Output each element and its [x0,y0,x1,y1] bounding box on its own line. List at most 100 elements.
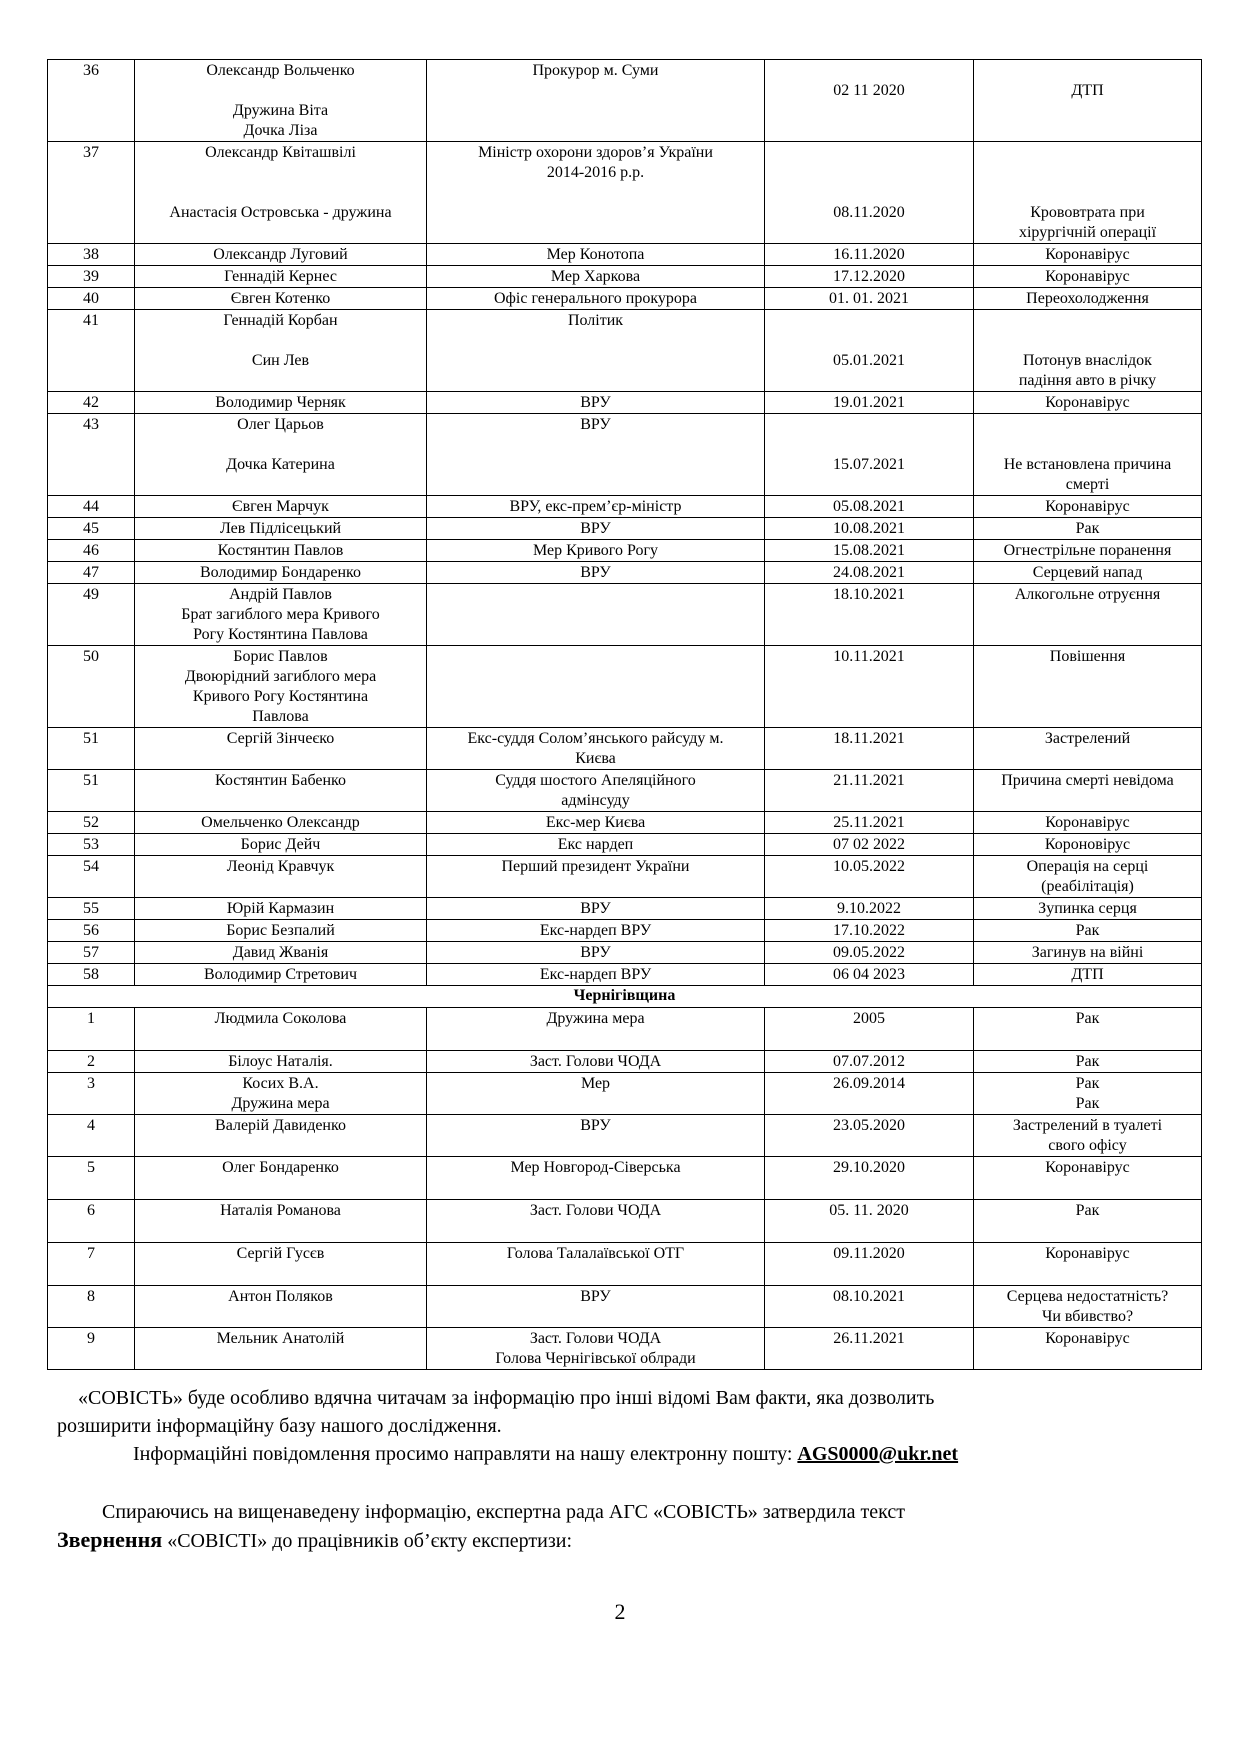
cell-line: Екс-нардеп ВРУ [539,966,652,983]
cell-date: 02 11 2020 [764,59,974,142]
cell-line: 57 [83,944,99,961]
cell-name: Олег Бондаренко [134,1156,427,1200]
cell-line: Застрелений [1044,730,1131,747]
cell-line [138,183,423,203]
cell-cause: ДТП [973,59,1202,142]
cell-position: Екс-суддя Солом’янського райсуду м. Києва [426,727,765,770]
cell-line [768,61,970,81]
table-row: 8 Антон Поляков ВРУ 08.10.2021 Серцева недос… [47,1285,1202,1328]
cell-line: Мер Кривого Рогу [532,542,659,559]
cell-cause: Коронавірус [973,495,1202,518]
cell-num: 41 [47,309,135,392]
cell-cause: Загинув на війні [973,941,1202,964]
cell-num: 47 [47,561,135,584]
cell-line [768,435,970,455]
cell-cause: Крововтрата при хірургічній операції [973,141,1202,244]
cell-date: 17.12.2020 [764,265,974,288]
cell-line: Косих В.А. [242,1075,319,1092]
cell-date: 10.11.2021 [764,645,974,728]
cell-line: Зупинка серця [1038,900,1137,917]
cell-line: Білоус Наталія. [228,1053,333,1070]
table-row: 53 Борис Дейч Екс нардеп 07 02 2022 Коронові… [47,833,1202,856]
cell-cause: Переохолодження [973,287,1202,310]
cell-name: Олександр Квіташвілі Анастасія Островська… [134,141,427,244]
cell-line: Дочка Ліза [243,122,318,139]
cell-line [977,183,1198,203]
cell-line: Омельченко Олександр [201,814,360,831]
cell-name: Олександр Вольченко Дружина Віта Дочка Ліз… [134,59,427,142]
table-row: 56 Борис Безпалий Екс-нардеп ВРУ 17.10.2022… [47,919,1202,942]
cell-line: Дружина Віта [232,102,329,119]
cell-date: 05.08.2021 [764,495,974,518]
appeal-rest: «СОВІСТІ» до працівників об’єкту експерт… [162,1530,573,1552]
table-row: 51 Сергій Зінчеєко Екс-суддя Солом’янськог… [47,727,1202,770]
cell-date: 09.05.2022 [764,941,974,964]
cell-line: 42 [83,394,99,411]
cell-line: Потонув внаслідок [1023,352,1152,369]
cell-line: Рак [1075,1095,1100,1112]
cell-num: 7 [47,1242,135,1286]
cell-line: ВРУ [580,944,611,961]
cell-line [768,143,970,163]
table-row: 41 Геннадій Корбан Син Лев Політик 05.01.202… [47,309,1202,392]
cell-line: 05.08.2021 [833,498,905,515]
cell-num: 39 [47,265,135,288]
table-row: 36 Олександр Вольченко Дружина Віта Дочка Л… [47,59,1202,142]
cell-position: Політик [426,309,765,392]
cell-line: Рак [1075,1075,1100,1092]
cell-line: Олександр Квіташвілі [205,144,356,161]
email-link[interactable]: AGS0000@ukr.net [797,1443,959,1465]
cell-position: Мер Харкова [426,265,765,288]
cell-line: Володимир Стретович [203,966,358,983]
cell-line: Геннадій Корбан [223,312,338,329]
cell-date: 17.10.2022 [764,919,974,942]
cell-line: 8 [87,1288,95,1305]
cell-name: Наталія Романова [134,1199,427,1243]
cell-line: 5 [87,1159,95,1176]
cell-line: Серцевий напад [1032,564,1143,581]
cell-position: ВРУ [426,391,765,414]
table-row: 58 Володимир Стретович Екс-нардеп ВРУ 06 04… [47,963,1202,986]
cell-line: 15.07.2021 [833,456,905,473]
cell-line: Олег Бондаренко [222,1159,339,1176]
cell-line: ВРУ, екс-прем’єр-міністр [509,498,682,515]
cell-num: 40 [47,287,135,310]
cell-line [977,435,1198,455]
cell-num: 43 [47,413,135,496]
cell-line: 9.10.2022 [837,900,901,917]
cell-line: (реабілітація) [1041,878,1134,895]
cell-line: Заст. Голови ЧОДА [529,1053,662,1070]
cell-line: 16.11.2020 [833,246,905,263]
cell-line: 38 [83,246,99,263]
cell-date: 05. 11. 2020 [764,1199,974,1243]
cell-line: Дочка Катерина [226,456,335,473]
cell-line: Голова Талалаївської ОТГ [506,1245,685,1262]
cell-line: Коронавірус [1045,1159,1130,1176]
section-header-row: Чернігівщина [47,985,1202,1008]
cell-line: 15.08.2021 [833,542,905,559]
cell-position: Дружина мера [426,1007,765,1051]
cell-line: 26.11.2021 [833,1330,905,1347]
cell-line: Коронавірус [1045,1245,1130,1262]
email-prompt: Інформаційні повідомлення просимо направ… [133,1443,798,1465]
table-row: 1 Людмила Соколова Дружина мера 2005 Рак [47,1007,1202,1051]
table-row: 2 Білоус Наталія. Заст. Голови ЧОДА 07.07.2… [47,1050,1202,1073]
cell-num: 46 [47,539,135,562]
cell-line: Рак [1075,1053,1100,1070]
cell-line: ВРУ [580,394,611,411]
cell-position: Екс нардеп [426,833,765,856]
cell-name: Костянтин Павлов [134,539,427,562]
cell-line: Антон Поляков [228,1288,333,1305]
cell-line: 17.12.2020 [833,268,905,285]
cell-line: 45 [83,520,99,537]
cell-line: Операція на серці [1026,858,1149,875]
cell-cause: Операція на серці (реабілітація) [973,855,1202,898]
cell-name: Сергій Зінчеєко [134,727,427,770]
cell-line: 37 [83,144,99,161]
cell-date: 10.05.2022 [764,855,974,898]
cell-date: 01. 01. 2021 [764,287,974,310]
cell-date: 18.10.2021 [764,583,974,646]
cell-date: 24.08.2021 [764,561,974,584]
cell-line: 1 [87,1010,95,1027]
cell-line: Людмила Соколова [214,1010,347,1027]
